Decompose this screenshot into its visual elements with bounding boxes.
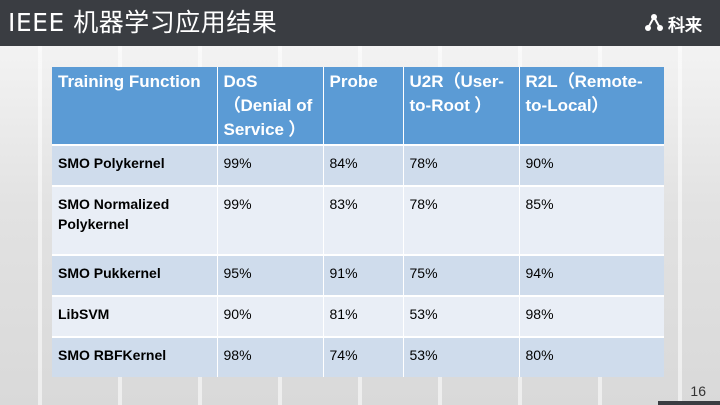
column-header-dos: DoS （Denial of Service ）	[217, 67, 324, 145]
cell-r2l: 85%	[519, 185, 664, 255]
results-table: Training Function DoS （Denial of Service…	[52, 67, 664, 377]
cell-r2l: 98%	[519, 295, 664, 337]
table-row: LibSVM 90% 81% 53% 98%	[52, 295, 664, 337]
table-header-row: Training Function DoS （Denial of Service…	[52, 67, 664, 145]
cell-dos: 98%	[217, 336, 324, 377]
column-header-r2l: R2L（Remote-to-Local）	[519, 67, 664, 145]
table-row: SMO Polykernel 99% 84% 78% 90%	[52, 144, 664, 186]
cell-probe: 83%	[323, 185, 404, 255]
slide-title: IEEE 机器学习应用结果	[8, 8, 278, 37]
cell-dos: 90%	[217, 295, 324, 337]
table-row: SMO Normalized Polykernel 99% 83% 78% 85…	[52, 185, 664, 255]
cell-u2r: 78%	[403, 185, 520, 255]
row-function-name: SMO Normalized Polykernel	[52, 185, 218, 255]
cell-probe: 91%	[323, 254, 404, 296]
cell-probe: 84%	[323, 144, 404, 186]
footer-accent-bar	[658, 401, 720, 405]
cell-r2l: 90%	[519, 144, 664, 186]
brand-mark-icon	[645, 14, 663, 31]
cell-u2r: 53%	[403, 336, 520, 377]
cell-u2r: 75%	[403, 254, 520, 296]
row-function-name: SMO RBFKernel	[52, 336, 218, 377]
table-row: SMO RBFKernel 98% 74% 53% 80%	[52, 336, 664, 377]
cell-u2r: 78%	[403, 144, 520, 186]
row-function-name: SMO Polykernel	[52, 144, 218, 186]
cell-probe: 74%	[323, 336, 404, 377]
cell-probe: 81%	[323, 295, 404, 337]
cell-r2l: 80%	[519, 336, 664, 377]
row-function-name: LibSVM	[52, 295, 218, 337]
brand-name: 科来	[668, 15, 702, 36]
cell-dos: 95%	[217, 254, 324, 296]
column-header-probe: Probe	[323, 67, 404, 145]
brand-logo: 科来	[644, 12, 702, 36]
column-header-training-function: Training Function	[52, 67, 218, 145]
row-function-name: SMO Pukkernel	[52, 254, 218, 296]
cell-dos: 99%	[217, 144, 324, 186]
cell-dos: 99%	[217, 185, 324, 255]
page-number: 16	[690, 383, 706, 399]
column-header-u2r: U2R（User-to-Root ）	[403, 67, 520, 145]
cell-u2r: 53%	[403, 295, 520, 337]
cell-r2l: 94%	[519, 254, 664, 296]
slide-header: IEEE 机器学习应用结果 科来	[0, 0, 720, 46]
table-row: SMO Pukkernel 95% 91% 75% 94%	[52, 254, 664, 296]
